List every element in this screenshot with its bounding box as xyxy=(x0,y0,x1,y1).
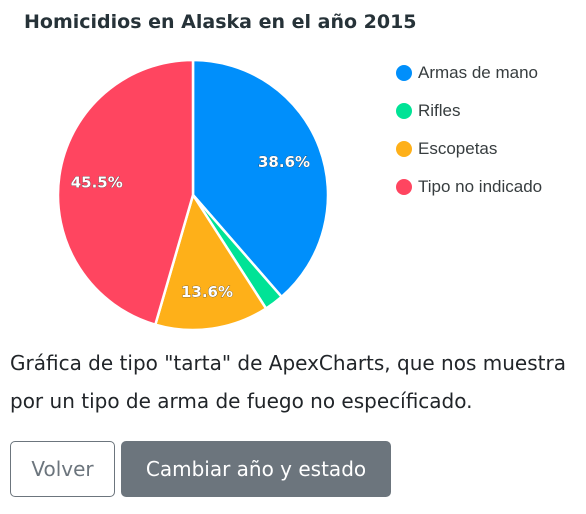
legend-label: Armas de mano xyxy=(418,63,538,82)
chart-description: Gráfica de tipo "tarta" de ApexCharts, q… xyxy=(10,344,586,420)
pie-slice-escopetas[interactable] xyxy=(153,192,268,332)
description-line-2: por un tipo de arma de fuego no especíﬁc… xyxy=(10,389,473,413)
pie-slice-armas-de-mano[interactable] xyxy=(191,58,330,299)
back-button[interactable]: Volver xyxy=(10,441,115,497)
legend-marker-icon xyxy=(396,141,412,157)
chart-legend: Armas de mano Rifles Escopetas Tipo no i… xyxy=(396,54,542,206)
legend-label: Escopetas xyxy=(418,139,498,158)
data-label-armas-de-mano: 38.6% xyxy=(258,153,310,171)
legend-label: Tipo no indicado xyxy=(418,177,543,196)
data-label-escopetas: 13.6% xyxy=(181,283,233,301)
pie-slice-tipo-no-indicado[interactable] xyxy=(56,58,195,327)
legend-item-rifles[interactable]: Rifles xyxy=(396,92,542,130)
pie-chart: 38.6% 13.6% 45.5% xyxy=(56,58,330,332)
legend-item-escopetas[interactable]: Escopetas xyxy=(396,130,542,168)
legend-marker-icon xyxy=(396,65,412,81)
chart-title: Homicidios en Alaska en el año 2015 xyxy=(24,11,417,33)
legend-marker-icon xyxy=(396,179,412,195)
description-line-1: Gráfica de tipo "tarta" de ApexCharts, q… xyxy=(10,351,566,375)
change-year-state-button[interactable]: Cambiar año y estado xyxy=(121,441,391,497)
data-label-tipo-no-indicado: 45.5% xyxy=(71,173,123,191)
legend-marker-icon xyxy=(396,103,412,119)
legend-label: Rifles xyxy=(418,101,461,120)
legend-item-tipo-no-indicado[interactable]: Tipo no indicado xyxy=(396,168,542,206)
legend-item-armas-de-mano[interactable]: Armas de mano xyxy=(396,54,542,92)
